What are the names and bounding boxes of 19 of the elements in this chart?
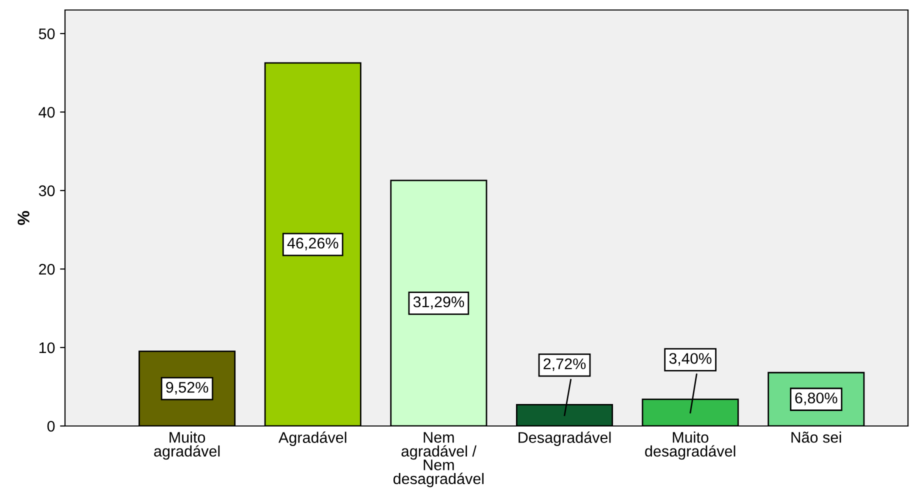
data-label: 3,40% xyxy=(669,353,712,366)
x-tick-label: Não sei xyxy=(792,432,842,443)
y-axis-title: % xyxy=(18,211,30,225)
y-tick-label: 0 xyxy=(47,420,55,432)
data-label: 46,26% xyxy=(287,238,338,250)
data-label: 6,80% xyxy=(795,392,838,406)
x-tick-label: Desagradável xyxy=(518,432,611,446)
data-label: 31,29% xyxy=(413,296,464,310)
x-tick-label: Nem agradável / Nem desagradável xyxy=(393,432,484,488)
y-tick-label: 30 xyxy=(38,185,55,196)
data-label: 9,52% xyxy=(166,382,208,395)
y-tick-label: 20 xyxy=(39,264,55,275)
y-tick-label: 40 xyxy=(38,106,55,118)
y-tick-label: 50 xyxy=(38,28,55,40)
x-tick-label: Agradável xyxy=(278,432,346,446)
data-label: 2,72% xyxy=(544,358,586,372)
x-tick-label: Muito desagradável xyxy=(645,432,736,460)
x-tick-label: Muito agradável xyxy=(154,432,220,460)
y-tick-label: 10 xyxy=(39,342,55,354)
